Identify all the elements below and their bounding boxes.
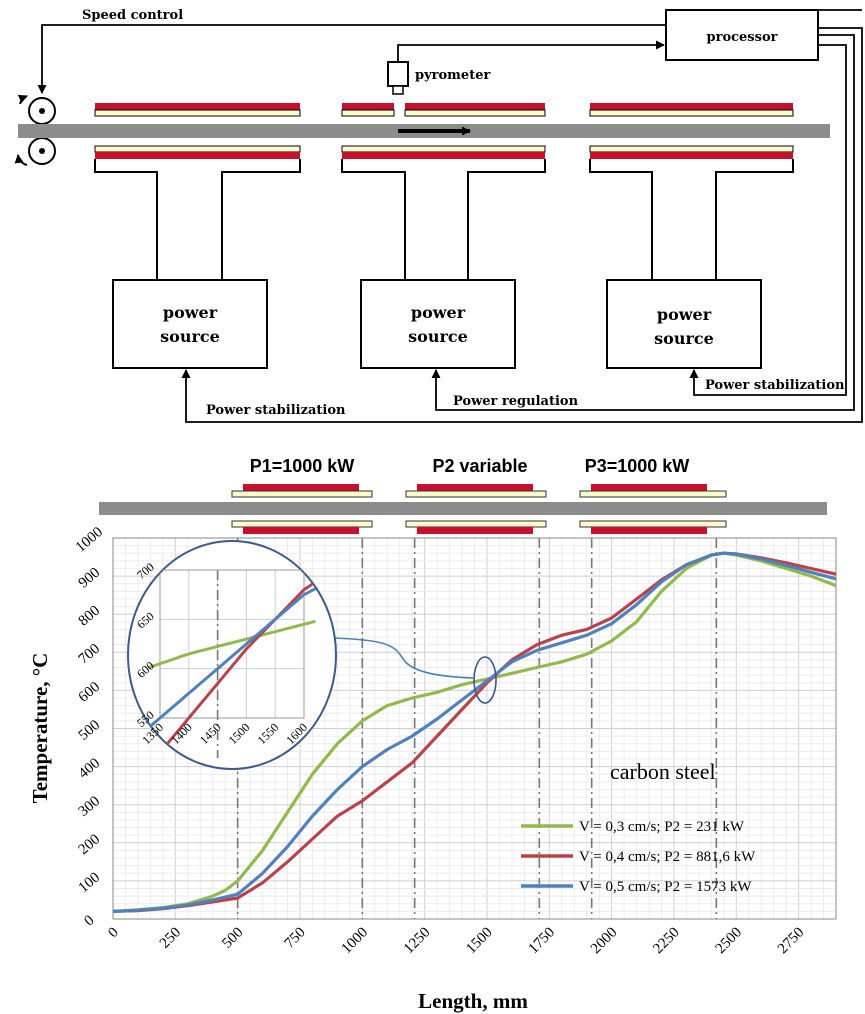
- x-axis-title: Length, mm: [418, 989, 528, 1013]
- x-tick-label: 2500: [713, 925, 746, 958]
- y-tick-label: 1000: [73, 524, 106, 556]
- y-tick-label: 500: [76, 717, 104, 744]
- y-tick-label: 900: [76, 565, 104, 592]
- zone-p1-label: P1=1000 kW: [250, 456, 355, 476]
- inset-series-line-1: [148, 619, 316, 670]
- x-tick-label: 2750: [775, 925, 808, 958]
- legend-label: V = 0,3 cm/s; P2 = 231 kW: [579, 819, 745, 835]
- y-tick-label: 600: [76, 679, 104, 706]
- zone-p3-label: P3=1000 kW: [585, 456, 690, 476]
- y-tick-label: 0: [81, 912, 97, 929]
- x-tick-label: 2000: [588, 925, 621, 958]
- legend-label: V = 0,4 cm/s; P2 = 881,6 kW: [579, 849, 756, 865]
- zone-strip: P1=1000 kW P2 variable P3=1000 kW: [99, 456, 827, 534]
- inset-series-line-3: [147, 587, 317, 730]
- processor-label: processor: [707, 30, 778, 45]
- power-stabilization-line-left: [181, 27, 863, 423]
- power-source-2: power source: [360, 279, 516, 369]
- y-tick-label: 100: [76, 869, 104, 896]
- power-stabilization-label-left: Power stabilization: [206, 403, 346, 418]
- x-tick-label: 1250: [401, 925, 434, 958]
- y-tick-labels: 0 100 200 300 400 500 600 700 800 900 1000: [73, 524, 106, 929]
- inductor-1: [94, 103, 301, 280]
- x-tick-label: 750: [282, 925, 309, 952]
- power-source-label: source: [654, 329, 714, 348]
- inductor-2: [341, 103, 546, 280]
- inductor-3: [589, 103, 794, 280]
- series-line-3: [113, 551, 836, 913]
- y-tick-label: 800: [76, 603, 104, 630]
- drive-rolls: [14, 94, 56, 166]
- zoom-region-marker: [473, 656, 497, 704]
- x-tick-label: 0: [105, 925, 122, 942]
- power-source-label: power: [163, 303, 218, 322]
- processor-block: processor: [665, 9, 819, 61]
- pyrometer-label: pyrometer: [415, 68, 490, 83]
- rotation-arrow-icon: [17, 94, 28, 105]
- x-tick-label: 500: [219, 925, 246, 952]
- y-tick-label: 700: [76, 641, 104, 668]
- x-tick-label: 1500: [463, 925, 496, 958]
- speed-control-label: Speed control: [82, 8, 183, 23]
- power-source-label: power: [411, 303, 466, 322]
- power-source-label: power: [657, 305, 712, 324]
- legend-label: V = 0,5 cm/s; P2 = 1573 kW: [579, 879, 752, 895]
- pyrometer-device: pyrometer: [387, 40, 665, 95]
- rod-strip: [99, 502, 827, 515]
- process-diagram: pyrometer processor Speed control power …: [14, 8, 863, 423]
- inset-series-line-2: [147, 580, 317, 768]
- x-tick-label: 250: [157, 925, 184, 952]
- carbon-steel-annotation: carbon steel: [610, 759, 716, 784]
- temperature-chart: 0 100 200 300 400 500 600 700 800 900 1000 0 250 500…: [28, 524, 837, 1013]
- rotation-arrow-icon: [14, 154, 28, 166]
- power-source-3: power source: [606, 279, 762, 369]
- power-source-1: power source: [112, 279, 268, 369]
- x-tick-label: 1000: [339, 925, 372, 958]
- zone-p2-label: P2 variable: [432, 456, 527, 476]
- speed-control-line: [37, 24, 666, 94]
- power-regulation-label: Power regulation: [453, 394, 579, 409]
- y-tick-label: 300: [76, 793, 104, 820]
- inset-plot-border: [159, 569, 305, 719]
- zoom-connector: [332, 637, 475, 679]
- plot-border: [112, 537, 837, 920]
- power-source-label: source: [408, 327, 468, 346]
- power-regulation-line: [431, 34, 855, 411]
- legend: V = 0,3 cm/s; P2 = 231 kW V = 0,4 cm/s; P…: [521, 819, 756, 895]
- x-tick-labels: 0 250 500 750 1000 1250 1500 1750 2000 2250 2500 27…: [105, 925, 807, 958]
- x-tick-label: 1750: [526, 925, 559, 958]
- power-stabilization-label-right: Power stabilization: [705, 378, 845, 393]
- power-stabilization-line-right: [689, 44, 847, 396]
- power-source-label: source: [160, 327, 220, 346]
- y-tick-label: 400: [76, 755, 104, 782]
- x-tick-label: 2250: [650, 925, 683, 958]
- y-tick-label: 200: [76, 831, 104, 858]
- y-axis-title: Temperature, °C: [28, 653, 52, 804]
